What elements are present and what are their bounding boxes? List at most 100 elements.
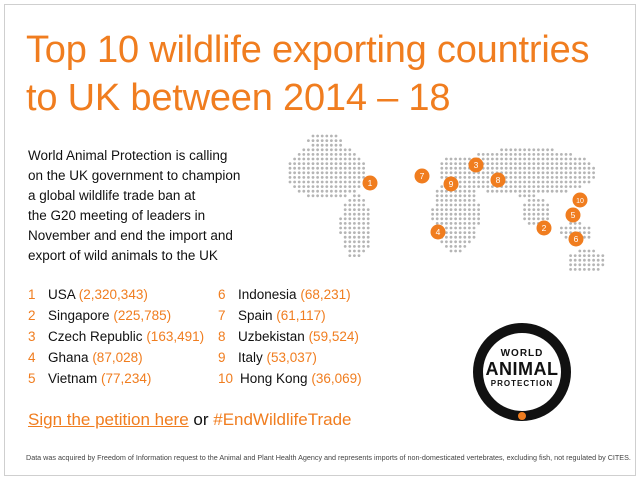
map-dot	[454, 240, 457, 244]
map-dot	[458, 171, 462, 175]
map-dot	[458, 212, 462, 216]
list-item: 6 Indonesia (68,231)	[218, 284, 362, 305]
map-dot	[320, 166, 324, 170]
map-dot	[449, 166, 453, 170]
map-dot	[366, 231, 370, 234]
map-dot	[311, 153, 315, 156]
map-dot	[564, 235, 568, 239]
map-dot	[440, 171, 444, 175]
world-dot-map: 1 2 3 4 5 6 7 8 9 10	[288, 134, 605, 271]
map-dot	[307, 180, 310, 184]
map-dot	[325, 189, 329, 193]
map-dot	[440, 217, 444, 221]
map-dot	[458, 199, 462, 202]
map-dot	[353, 245, 356, 248]
map-dot	[578, 157, 582, 161]
map-dot	[445, 162, 448, 165]
map-dot	[297, 180, 301, 184]
map-dot	[302, 180, 306, 184]
map-dot	[583, 171, 586, 175]
map-dot	[537, 217, 540, 221]
map-dot	[339, 189, 342, 193]
map-dot	[518, 180, 522, 184]
map-dot	[555, 185, 559, 188]
marker-label: 7	[420, 171, 425, 181]
map-dot	[518, 185, 522, 188]
map-dot	[587, 258, 591, 262]
marker-label: 9	[449, 179, 454, 189]
map-dot	[362, 249, 365, 253]
map-dot	[569, 162, 572, 165]
map-dot	[468, 222, 471, 225]
map-dot	[537, 153, 540, 156]
map-dot	[504, 153, 508, 156]
map-dot	[325, 180, 329, 184]
map-dot	[527, 222, 531, 225]
map-dot	[353, 240, 356, 244]
map-dot	[445, 222, 448, 225]
map-dot	[293, 162, 296, 165]
map-dot	[560, 176, 563, 179]
map-dot	[339, 148, 342, 152]
map-dot	[366, 226, 370, 230]
map-dot	[523, 162, 526, 165]
map-dot	[578, 171, 582, 175]
map-dot	[334, 171, 338, 175]
map-dot	[560, 153, 563, 156]
map-dot	[307, 162, 310, 165]
map-dot	[454, 171, 457, 175]
map-dot	[445, 157, 448, 161]
map-dot	[514, 171, 517, 175]
map-dot	[339, 153, 342, 156]
map-dot	[348, 240, 352, 244]
map-dot	[509, 153, 513, 156]
map-dot	[583, 254, 586, 257]
map-dot	[550, 176, 554, 179]
map-dot	[320, 185, 324, 188]
map-dot	[302, 176, 306, 179]
page-title: Top 10 wildlife exporting countries to U…	[26, 26, 626, 122]
country-name: Italy	[238, 350, 263, 365]
map-dot	[504, 180, 508, 184]
map-dot	[449, 199, 453, 202]
map-dot	[311, 194, 315, 198]
map-dot	[458, 240, 462, 244]
map-dot	[504, 176, 508, 179]
map-dot	[541, 180, 545, 184]
map-dot	[481, 185, 485, 188]
map-marker-2: 2	[536, 220, 552, 236]
map-dot	[353, 226, 356, 230]
map-dot	[564, 166, 568, 170]
map-dot	[592, 171, 595, 175]
map-dot	[463, 185, 467, 188]
map-dot	[320, 176, 324, 179]
map-dot	[504, 157, 508, 161]
map-dot	[555, 153, 559, 156]
map-dot	[454, 157, 457, 161]
map-dot	[500, 157, 503, 161]
map-dot	[343, 235, 347, 239]
intro-line: on the UK government to champion	[28, 168, 241, 183]
map-dot	[330, 176, 333, 179]
map-dot	[523, 166, 526, 170]
map-dot	[458, 203, 462, 207]
map-dot	[325, 143, 329, 147]
map-dot	[468, 180, 471, 184]
map-dot	[587, 249, 591, 253]
map-dot	[330, 189, 333, 193]
marker-circle	[362, 175, 378, 191]
map-dot	[311, 166, 315, 170]
map-dot	[353, 208, 356, 211]
map-dot	[518, 162, 522, 165]
petition-link[interactable]: Sign the petition here	[28, 410, 189, 429]
list-item: 4 Ghana (87,028)	[28, 347, 204, 368]
map-dot	[564, 171, 568, 175]
map-dot	[357, 245, 361, 248]
map-dot	[339, 139, 342, 142]
map-dot	[343, 231, 347, 234]
map-dot	[343, 153, 347, 156]
country-name: USA	[48, 287, 76, 302]
map-dot	[486, 189, 490, 193]
map-dot	[320, 171, 324, 175]
